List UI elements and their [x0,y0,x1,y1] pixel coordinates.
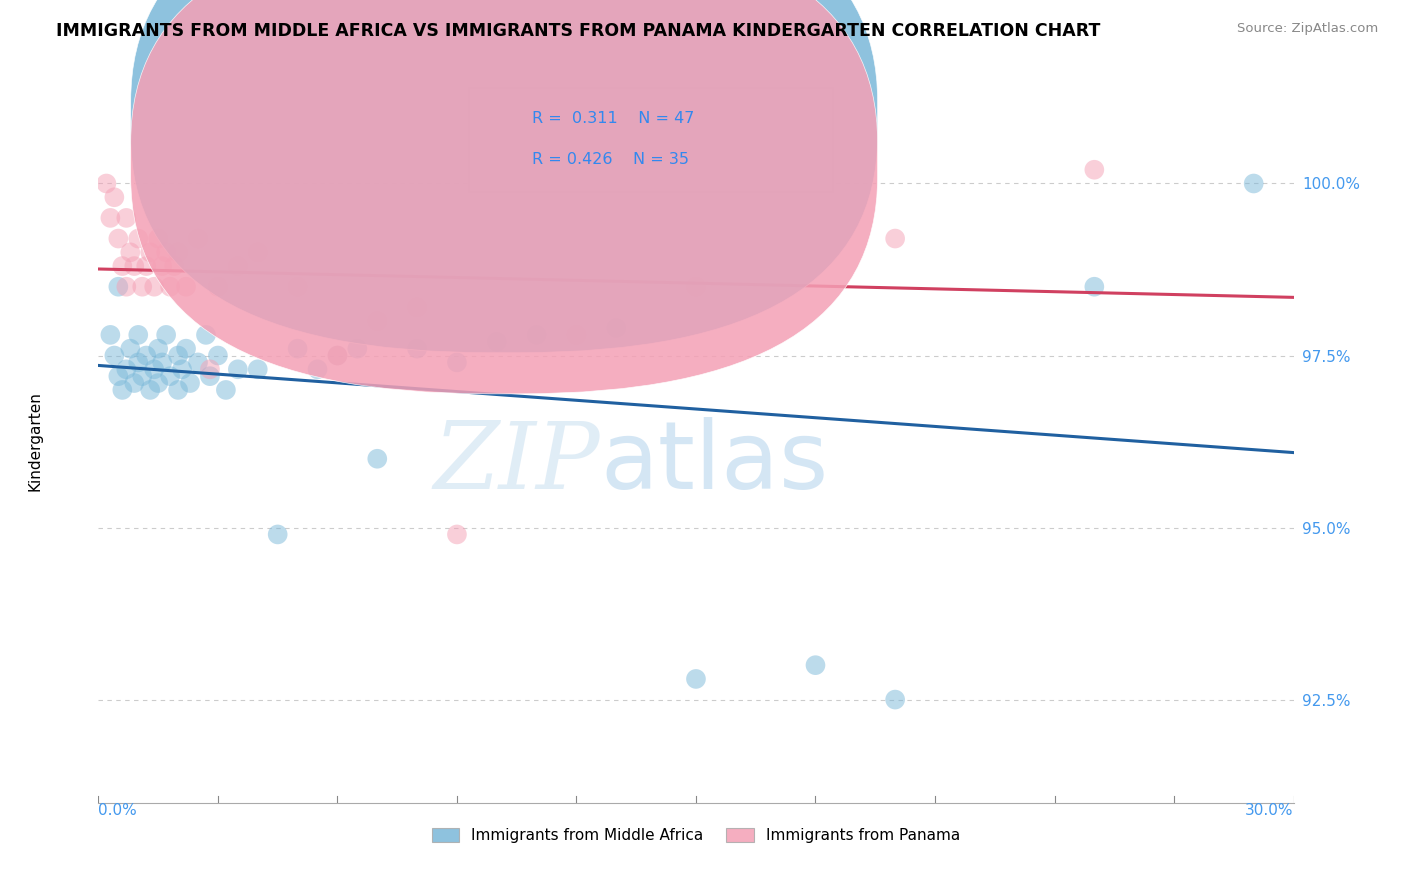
Point [103,349,125,363]
Point [155,245,177,260]
Point [135,259,157,273]
Point [124,259,146,273]
Point [120,342,142,356]
Point [685,672,707,686]
Point [167,349,190,363]
Point [163,259,186,273]
Point [155,327,177,342]
Point [267,527,290,541]
Y-axis label: Kindergarten: Kindergarten [28,392,42,491]
Point [207,279,229,293]
Point [226,362,249,376]
Point [127,355,149,369]
Point [174,342,197,356]
Point [107,369,129,384]
Point [172,362,194,376]
Point [526,327,548,342]
Point [366,451,388,466]
Point [148,376,170,390]
Point [446,527,468,541]
Point [131,369,153,384]
Point [246,362,269,376]
Point [179,376,201,390]
Point [326,349,349,363]
Point [1083,162,1105,177]
Point [135,349,157,363]
Point [103,190,125,204]
Text: ZIP: ZIP [433,418,600,508]
FancyBboxPatch shape [131,0,877,394]
Text: R = 0.426    N = 35: R = 0.426 N = 35 [533,153,689,168]
Text: 30.0%: 30.0% [1246,803,1294,818]
Point [884,231,907,245]
Point [1083,279,1105,293]
Point [148,342,170,356]
Point [246,245,269,260]
Point [115,362,138,376]
Point [565,327,588,342]
Point [406,301,429,315]
Text: IMMIGRANTS FROM MIDDLE AFRICA VS IMMIGRANTS FROM PANAMA KINDERGARTEN CORRELATION: IMMIGRANTS FROM MIDDLE AFRICA VS IMMIGRA… [56,22,1101,40]
Point [150,259,173,273]
Point [120,245,142,260]
Point [174,279,197,293]
Point [124,376,146,390]
FancyBboxPatch shape [131,0,877,352]
Text: 0.0%: 0.0% [98,803,138,818]
Point [287,342,309,356]
Point [159,369,181,384]
Point [187,231,209,245]
Point [150,355,173,369]
Legend: Immigrants from Middle Africa, Immigrants from Panama: Immigrants from Middle Africa, Immigrant… [426,822,966,849]
Point [107,231,129,245]
Point [143,362,166,376]
Point [167,245,190,260]
Point [207,349,229,363]
Point [111,383,134,397]
Point [131,279,153,293]
Point [215,383,238,397]
Point [485,334,508,349]
Point [685,279,707,293]
Point [107,279,129,293]
Text: Source: ZipAtlas.com: Source: ZipAtlas.com [1237,22,1378,36]
Point [884,692,907,706]
Point [287,279,309,293]
Point [195,327,218,342]
Point [307,362,329,376]
Point [115,211,138,225]
Point [96,177,118,191]
Point [127,327,149,342]
Point [159,279,181,293]
Point [127,231,149,245]
Point [346,342,368,356]
Point [111,259,134,273]
Text: R =  0.311    N = 47: R = 0.311 N = 47 [533,112,695,126]
Text: atlas: atlas [600,417,828,509]
Point [406,342,429,356]
Point [446,355,468,369]
Point [198,369,221,384]
Point [187,355,209,369]
Point [98,211,122,225]
Point [1243,177,1265,191]
Point [226,259,249,273]
Point [143,279,166,293]
Point [167,383,190,397]
Point [115,279,138,293]
Point [366,314,388,328]
Point [98,327,122,342]
Point [139,245,162,260]
FancyBboxPatch shape [470,87,834,193]
Point [605,321,627,335]
Point [326,349,349,363]
Point [139,383,162,397]
Point [198,362,221,376]
Point [148,231,170,245]
Point [804,658,827,673]
